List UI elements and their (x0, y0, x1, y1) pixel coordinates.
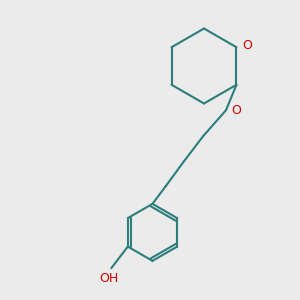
Text: O: O (231, 104, 241, 117)
Text: O: O (242, 39, 252, 52)
Text: OH: OH (99, 272, 119, 285)
